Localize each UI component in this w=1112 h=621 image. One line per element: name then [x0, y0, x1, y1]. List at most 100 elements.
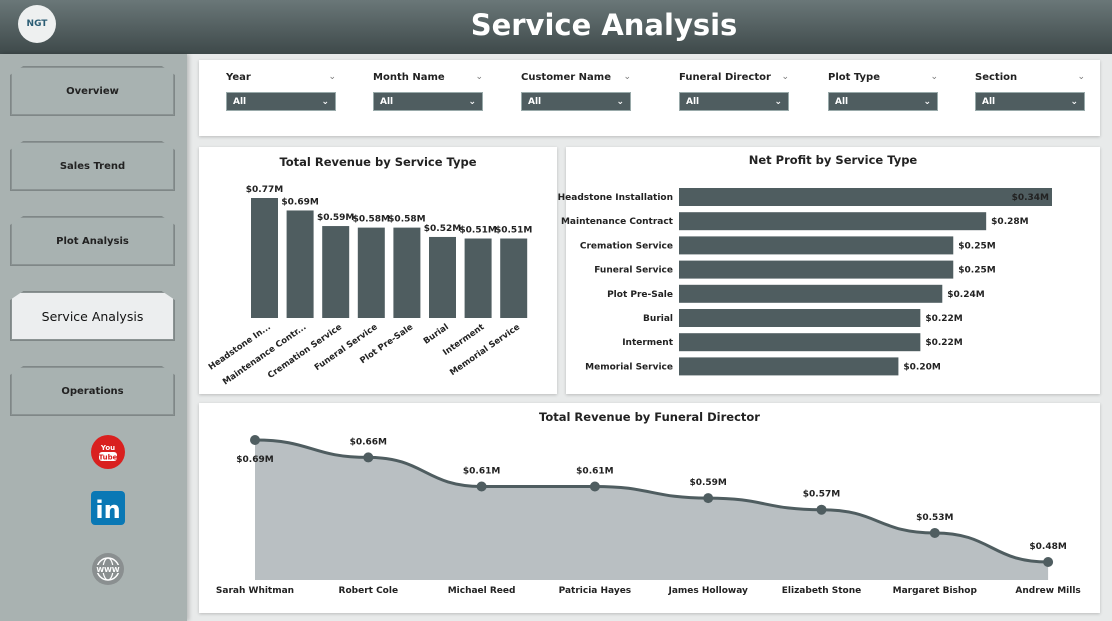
filter-dropdown[interactable]: All ⌄ [828, 92, 938, 111]
x-tick-label: Margaret Bishop [893, 586, 978, 596]
nav-sales-trend[interactable]: Sales Trend [10, 141, 175, 191]
filter-customer-name[interactable]: Customer Name ⌄ All ⌄ [521, 72, 631, 111]
filter-value: All [380, 96, 394, 107]
filter-panel [199, 60, 1100, 136]
x-tick-label: Sarah Whitman [216, 586, 294, 596]
bar [679, 260, 954, 279]
nav-label: Operations [61, 385, 124, 397]
data-label: $0.57M [803, 490, 840, 500]
chevron-down-icon[interactable]: ⌄ [623, 72, 631, 82]
svg-text:WWW: WWW [96, 566, 119, 574]
chevron-down-icon[interactable]: ⌄ [475, 72, 483, 82]
y-tick-label: Maintenance Contract [561, 217, 674, 227]
nav-label: Sales Trend [59, 160, 126, 172]
data-label: $0.52M [424, 224, 461, 234]
filter-month-name[interactable]: Month Name ⌄ All ⌄ [373, 72, 483, 111]
sidebar: Overview Sales Trend Plot Analysis Servi… [0, 54, 187, 621]
data-label: $0.59M [317, 213, 354, 223]
nav-overview[interactable]: Overview [10, 66, 175, 116]
bar [251, 198, 278, 318]
x-tick-label: Burial [422, 322, 451, 346]
y-tick-label: Plot Pre-Sale [607, 290, 673, 300]
filter-label-text: Funeral Director [679, 72, 771, 83]
data-label: $0.51M [459, 226, 496, 236]
data-label: $0.28M [991, 217, 1028, 227]
chevron-down-icon: ⌄ [468, 96, 476, 107]
page-title: Service Analysis [470, 8, 738, 42]
filter-label-text: Month Name [373, 72, 445, 83]
chart-title: Total Revenue by Service Type [279, 155, 477, 169]
nav-service-analysis[interactable]: Service Analysis [10, 291, 175, 341]
company-logo: NGT [18, 5, 56, 43]
svg-text:Tube: Tube [99, 454, 118, 462]
filter-dropdown[interactable]: All ⌄ [975, 92, 1085, 111]
filter-dropdown[interactable]: All ⌄ [373, 92, 483, 111]
data-label: $0.48M [1029, 542, 1066, 552]
chevron-down-icon[interactable]: ⌄ [781, 72, 789, 82]
bar [679, 309, 921, 327]
filter-dropdown[interactable]: All ⌄ [521, 92, 631, 111]
filter-value: All [982, 96, 996, 107]
filter-value: All [686, 96, 700, 107]
bar [500, 238, 528, 318]
filter-section[interactable]: Section ⌄ All ⌄ [975, 72, 1085, 111]
filter-plot-type[interactable]: Plot Type ⌄ All ⌄ [828, 72, 938, 111]
filter-value: All [528, 96, 542, 107]
data-label: $0.25M [958, 266, 995, 276]
globe-icon[interactable]: WWW [90, 551, 126, 587]
x-tick-label: Patricia Hayes [559, 586, 632, 596]
nav-operations[interactable]: Operations [10, 366, 175, 416]
chevron-down-icon[interactable]: ⌄ [930, 72, 938, 82]
bar [679, 284, 943, 303]
series-line [254, 438, 1049, 564]
nav-plot-analysis[interactable]: Plot Analysis [10, 216, 175, 266]
data-label: $0.69M [236, 455, 273, 465]
data-point [589, 481, 600, 492]
bar [464, 238, 492, 318]
data-point [363, 452, 374, 463]
area-fill [255, 440, 1049, 580]
data-label: $0.69M [281, 197, 318, 207]
data-label: $0.24M [947, 290, 984, 300]
filter-label: Customer Name ⌄ [521, 72, 631, 86]
chart-title: Total Revenue by Funeral Director [539, 410, 760, 424]
bar [393, 227, 421, 318]
header-bar [0, 0, 1112, 54]
filter-funeral-director[interactable]: Funeral Director ⌄ All ⌄ [679, 72, 789, 111]
x-tick-label: Andrew Mills [1015, 586, 1080, 596]
filter-year[interactable]: Year ⌄ All ⌄ [226, 72, 336, 111]
x-tick-label: Elizabeth Stone [782, 586, 862, 596]
filter-label: Plot Type ⌄ [828, 72, 938, 86]
filter-label: Year ⌄ [226, 72, 336, 86]
data-label: $0.66M [350, 437, 387, 447]
chevron-down-icon: ⌄ [1070, 96, 1078, 107]
x-tick-label: Headstone In... [207, 322, 273, 372]
data-label: $0.58M [353, 215, 390, 225]
y-tick-label: Funeral Service [594, 266, 673, 276]
chevron-down-icon[interactable]: ⌄ [328, 72, 336, 82]
chevron-down-icon[interactable]: ⌄ [1077, 72, 1085, 82]
data-point [1043, 557, 1054, 568]
bar [679, 236, 954, 255]
data-label: $0.20M [903, 362, 940, 372]
filter-dropdown[interactable]: All ⌄ [226, 92, 336, 111]
filter-dropdown[interactable]: All ⌄ [679, 92, 789, 111]
linkedin-icon[interactable]: in [90, 490, 126, 526]
youtube-icon[interactable]: You Tube [90, 434, 126, 470]
data-label: $0.51M [495, 226, 532, 236]
x-tick-label: Robert Cole [339, 586, 399, 596]
chevron-down-icon: ⌄ [923, 96, 931, 107]
data-label: $0.77M [246, 185, 283, 195]
bar [679, 333, 921, 352]
data-point [816, 504, 827, 515]
y-tick-label: Headstone Installation [558, 193, 673, 203]
data-point [250, 435, 260, 445]
y-tick-label: Cremation Service [580, 241, 673, 251]
x-tick-label: Funeral Service [313, 322, 380, 373]
chevron-down-icon: ⌄ [774, 96, 782, 107]
data-point [476, 481, 487, 492]
bar [357, 227, 385, 318]
filter-label-text: Year [226, 72, 251, 83]
filter-label: Section ⌄ [975, 72, 1085, 86]
